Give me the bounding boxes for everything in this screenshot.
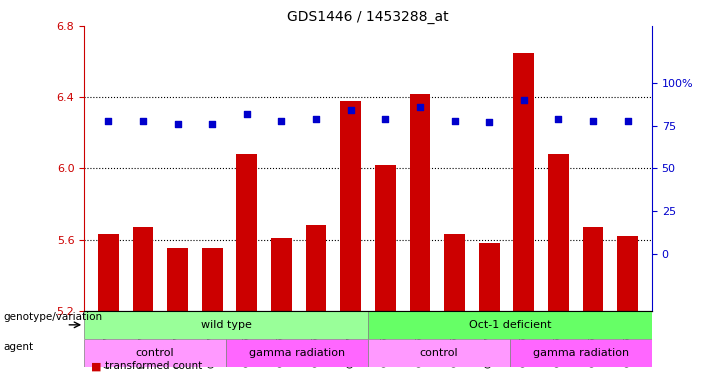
Bar: [409, 94, 430, 310]
Text: gamma radiation: gamma radiation: [533, 348, 629, 358]
Point: [241, 111, 252, 117]
FancyBboxPatch shape: [84, 339, 226, 368]
Point: [380, 116, 391, 122]
Bar: [618, 236, 638, 310]
Bar: [236, 154, 257, 310]
Point: [518, 97, 529, 103]
Point: [172, 121, 183, 127]
Point: [449, 118, 460, 124]
Text: control: control: [136, 348, 175, 358]
Bar: [479, 243, 500, 310]
FancyBboxPatch shape: [226, 339, 368, 368]
Bar: [340, 101, 361, 310]
Point: [207, 121, 218, 127]
Point: [622, 118, 633, 124]
Bar: [202, 248, 223, 310]
Point: [103, 118, 114, 124]
Point: [414, 104, 426, 110]
Point: [345, 107, 356, 113]
Bar: [513, 53, 534, 310]
FancyBboxPatch shape: [368, 310, 652, 339]
Bar: [132, 227, 154, 310]
Point: [137, 118, 149, 124]
Point: [484, 119, 495, 125]
Text: transformed count: transformed count: [105, 361, 203, 371]
Text: wild type: wild type: [200, 320, 252, 330]
FancyBboxPatch shape: [368, 339, 510, 368]
Text: genotype/variation: genotype/variation: [4, 312, 102, 322]
Point: [587, 118, 599, 124]
Point: [553, 116, 564, 122]
Text: control: control: [420, 348, 458, 358]
Bar: [444, 234, 465, 310]
Text: agent: agent: [4, 342, 34, 352]
Text: ■: ■: [91, 361, 102, 371]
Bar: [271, 238, 292, 310]
Bar: [306, 225, 327, 310]
Bar: [375, 165, 396, 310]
Text: Oct-1 deficient: Oct-1 deficient: [469, 320, 551, 330]
Bar: [548, 154, 569, 310]
Text: gamma radiation: gamma radiation: [249, 348, 345, 358]
Bar: [583, 227, 604, 310]
Point: [276, 118, 287, 124]
Title: GDS1446 / 1453288_at: GDS1446 / 1453288_at: [287, 10, 449, 24]
Bar: [98, 234, 118, 310]
FancyBboxPatch shape: [84, 310, 368, 339]
FancyBboxPatch shape: [510, 339, 652, 368]
Point: [311, 116, 322, 122]
Bar: [168, 248, 188, 310]
